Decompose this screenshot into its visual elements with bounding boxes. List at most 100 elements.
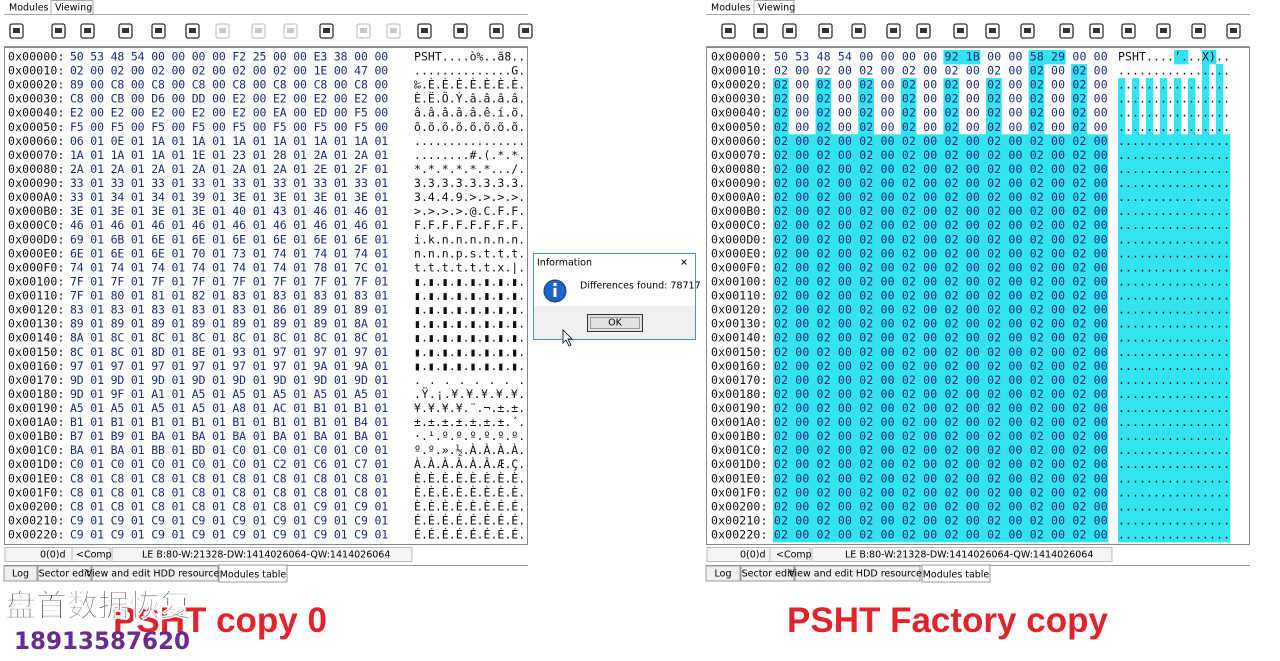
toolbar-icon[interactable] <box>489 23 504 39</box>
toolbar-icon[interactable] <box>9 23 24 39</box>
diff-highlight <box>943 106 960 121</box>
row-ascii: ................ <box>1118 148 1230 162</box>
bottom-tab[interactable]: View and edit HDD resources <box>86 569 225 580</box>
diff-highlight-ascii <box>1174 134 1182 149</box>
diff-highlight-ascii <box>1202 246 1210 262</box>
bottom-tab[interactable]: View and edit HDD resources <box>788 569 927 580</box>
diff-highlight-ascii <box>1146 401 1154 416</box>
bottom-tab[interactable]: Modules table <box>220 570 287 581</box>
toolbar-icon[interactable] <box>185 23 200 39</box>
diff-highlight <box>1049 246 1073 262</box>
diff-highlight <box>794 288 818 304</box>
ok-button[interactable] <box>587 314 643 332</box>
toolbar-icon[interactable] <box>1156 23 1171 39</box>
diff-highlight-ascii <box>1139 513 1147 529</box>
diff-highlight <box>1007 162 1031 177</box>
toolbar-icon[interactable] <box>118 23 133 39</box>
diff-highlight-ascii <box>1132 148 1140 163</box>
row-ascii: 3.4.4.9.>.>.>.>. <box>414 190 525 204</box>
diff-highlight-ascii <box>1160 260 1168 276</box>
toolbar-icon[interactable] <box>51 23 66 39</box>
diff-highlight <box>943 415 967 430</box>
toolbar-icon[interactable] <box>80 23 95 39</box>
diff-highlight <box>773 443 796 459</box>
toolbar-icon[interactable] <box>753 23 768 39</box>
toolbar-icon[interactable] <box>1121 23 1136 39</box>
toolbar-icon[interactable] <box>1226 23 1241 39</box>
bottom-tab[interactable]: Sector edit <box>39 569 91 580</box>
toolbar-icon[interactable] <box>386 23 401 39</box>
top-tab[interactable]: Viewing <box>758 3 795 14</box>
bottom-tab[interactable]: Log <box>715 569 732 580</box>
toolbar-icon-detail <box>1063 28 1070 33</box>
diff-highlight-ascii <box>1181 401 1189 416</box>
diff-highlight-ascii <box>1153 373 1161 388</box>
toolbar-icon[interactable] <box>356 23 371 39</box>
row-address: 0x000A0: <box>8 190 64 204</box>
diff-highlight-ascii <box>1195 499 1203 515</box>
toolbar-icon[interactable] <box>319 23 334 39</box>
diff-highlight-ascii <box>1146 120 1154 135</box>
diff-highlight-ascii <box>1216 92 1224 107</box>
diff-highlight-ascii <box>1146 471 1154 487</box>
toolbar-icon[interactable] <box>518 23 533 39</box>
diff-highlight <box>986 288 1009 304</box>
diff-highlight <box>1071 78 1087 93</box>
toolbar-icon[interactable] <box>916 23 931 39</box>
toolbar-icon[interactable] <box>151 23 166 39</box>
dialog-close[interactable]: ✕ <box>680 258 688 269</box>
toolbar-icon[interactable] <box>1191 23 1206 39</box>
diff-highlight <box>922 204 945 219</box>
toolbar-icon[interactable] <box>283 23 298 39</box>
top-tab[interactable]: Modules <box>711 3 751 14</box>
row-address: 0x001A0: <box>711 415 767 429</box>
diff-highlight <box>879 373 903 388</box>
diff-highlight <box>900 288 924 304</box>
bottom-tab[interactable]: Sector edit <box>742 569 794 580</box>
toolbar-icon[interactable] <box>985 23 1000 39</box>
toolbar-icon[interactable] <box>953 23 968 39</box>
status-text: LE B:80-W:21328-DW:1414026064-QW:1414026… <box>142 550 390 561</box>
toolbar-icon[interactable] <box>851 23 866 39</box>
diff-highlight-ascii <box>1216 443 1224 459</box>
diff-highlight-ascii <box>1209 148 1217 163</box>
diff-highlight-ascii <box>1216 204 1224 219</box>
diff-highlight <box>773 134 796 149</box>
caption: PSHT Factory copy <box>787 601 1108 640</box>
diff-highlight <box>815 429 839 444</box>
toolbar-icon[interactable] <box>1089 23 1104 39</box>
diff-highlight-ascii <box>1153 274 1161 290</box>
row-address: 0x00040: <box>8 106 64 120</box>
diff-highlight-ascii <box>1132 387 1140 402</box>
diff-highlight <box>1049 373 1073 388</box>
toolbar-icon[interactable] <box>782 23 797 39</box>
top-tab[interactable]: Modules <box>9 3 49 14</box>
diff-highlight-ascii <box>1188 528 1196 543</box>
row-hex-bytes: 7F 01 7F 01 7F 01 7F 01 7F 01 7F 01 7F 0… <box>70 274 388 288</box>
toolbar-icon[interactable] <box>818 23 833 39</box>
bottom-tab[interactable]: Modules table <box>923 570 990 581</box>
diff-highlight-ascii <box>1167 331 1175 346</box>
diff-highlight-ascii <box>1167 317 1175 332</box>
toolbar-icon[interactable] <box>1059 23 1074 39</box>
diff-highlight-ascii <box>1132 443 1140 459</box>
diff-highlight <box>943 92 960 107</box>
toolbar-icon[interactable] <box>721 23 736 39</box>
diff-highlight <box>1049 134 1073 149</box>
diff-highlight-ascii <box>1223 260 1231 276</box>
diff-highlight <box>858 513 881 529</box>
diff-highlight-ascii <box>1132 106 1140 121</box>
toolbar-icon[interactable] <box>886 23 901 39</box>
toolbar-icon[interactable] <box>251 23 266 39</box>
diff-highlight-ascii <box>1202 148 1210 163</box>
toolbar-icon[interactable] <box>1020 23 1035 39</box>
toolbar-icon[interactable] <box>417 23 432 39</box>
row-ascii: ................ <box>1118 190 1230 204</box>
top-tab[interactable]: Viewing <box>55 3 92 14</box>
toolbar-icon[interactable] <box>453 23 468 39</box>
bottom-tab[interactable]: Log <box>12 569 29 580</box>
ok-button-label[interactable]: OK <box>608 318 622 329</box>
toolbar-icon[interactable] <box>215 23 230 39</box>
diff-highlight-ascii <box>1132 528 1140 543</box>
diff-highlight <box>1007 134 1031 149</box>
